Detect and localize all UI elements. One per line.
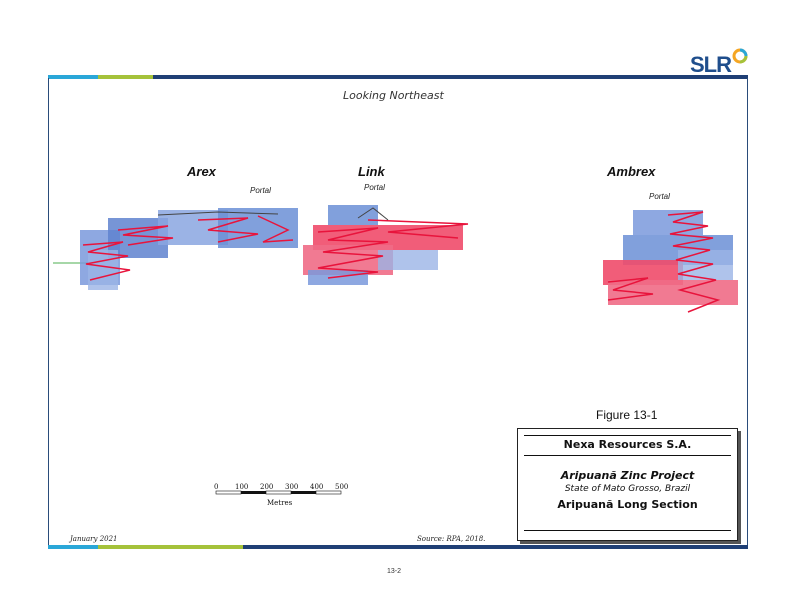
project-name: Aripuanã Zinc Project [560, 469, 695, 482]
title-rule-mid [524, 455, 731, 456]
scale-tick-100: 100 [235, 483, 248, 491]
link-stopes [303, 205, 469, 285]
portal-label-ambrex: Portal [649, 192, 670, 201]
bottom-color-bar [48, 545, 748, 549]
title-rule-bottom [524, 530, 731, 531]
scale-tick-0: 0 [214, 483, 218, 491]
title-rule-top [524, 435, 731, 436]
figure-title: Aripuanã Long Section [557, 498, 698, 511]
zone-label-link: Link [358, 164, 385, 179]
scale-tick-200: 200 [260, 483, 273, 491]
footer-date: January 2021 [70, 535, 118, 543]
zone-label-arex: Arex [187, 164, 216, 179]
scale-unit-label: Metres [267, 499, 293, 507]
title-block: Nexa Resources S.A. Aripuanã Zinc Projec… [517, 428, 738, 541]
scale-tick-500: 500 [335, 483, 348, 491]
portal-label-link: Portal [364, 183, 385, 192]
top-color-bar [48, 75, 748, 79]
figure-number: Figure 13-1 [596, 408, 658, 422]
footer-source: Source: RPA, 2018. [417, 535, 486, 543]
scale-bar: 0 100 200 300 400 500 Metres [214, 483, 348, 507]
company-name: Nexa Resources S.A. [563, 438, 692, 451]
slr-logo: SLR [690, 48, 750, 78]
ambrex-stopes [603, 210, 738, 313]
figure-frame [48, 78, 748, 546]
logo-swirl-icon [732, 48, 748, 64]
portal-label-arex: Portal [250, 186, 271, 195]
page-number: 13-2 [387, 568, 402, 575]
long-section-drawing [53, 205, 738, 313]
zone-label-ambrex: Ambrex [607, 164, 656, 179]
scale-tick-300: 300 [285, 483, 298, 491]
view-direction-label: Looking Northeast [343, 89, 444, 102]
arex-stopes [53, 208, 298, 290]
project-location: State of Mato Grosso, Brazil [564, 484, 691, 494]
scale-tick-400: 400 [310, 483, 323, 491]
logo-text: SLR [690, 52, 732, 77]
